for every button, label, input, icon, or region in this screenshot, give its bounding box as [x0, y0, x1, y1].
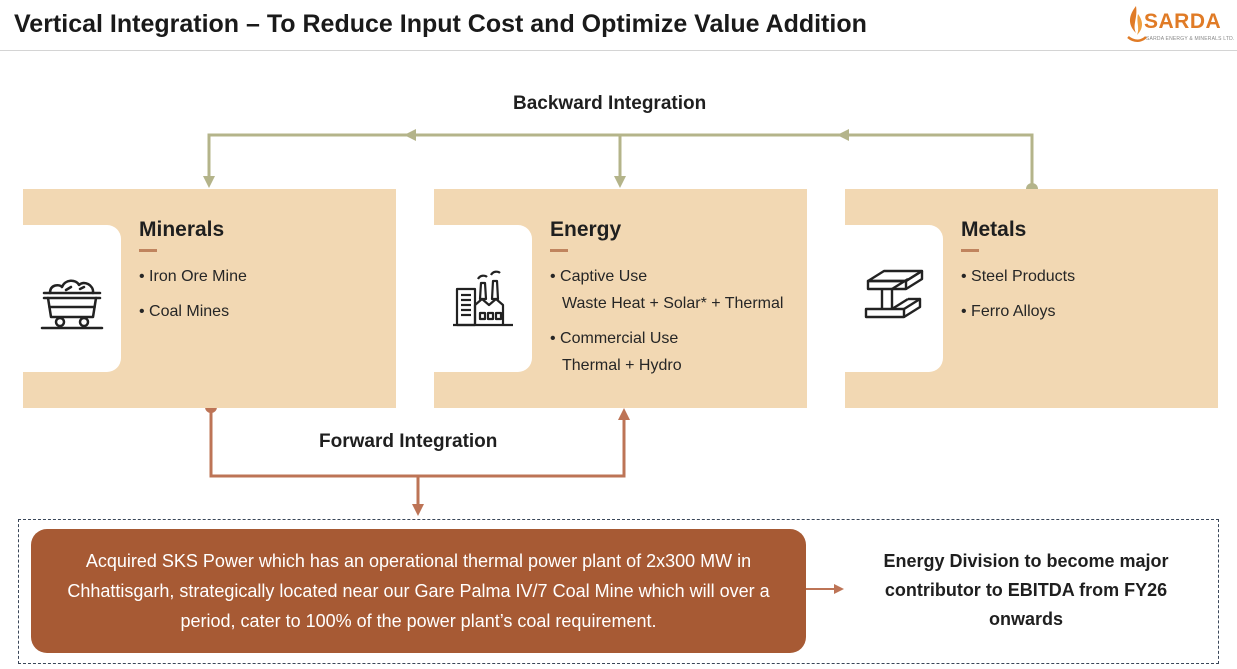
mine-cart-icon [40, 279, 104, 329]
backward-integration-arrows [207, 133, 1034, 189]
header-divider [0, 50, 1237, 51]
minerals-icon-box [23, 225, 121, 372]
energy-icon-box [434, 225, 532, 372]
minerals-title: Minerals [139, 218, 225, 241]
factory-icon [453, 270, 513, 326]
metals-title-underline [961, 249, 979, 252]
list-item: • Coal Mines [139, 303, 230, 320]
item-text: Coal Mines [149, 303, 230, 320]
energy-card: Energy • Captive Use Waste Heat + Solar* … [434, 189, 807, 408]
acquisition-box: Acquired SKS Power which has an operatio… [31, 529, 806, 653]
item-text: Steel Products [971, 268, 1076, 285]
energy-title: Energy [550, 218, 622, 241]
flame-icon [1127, 6, 1147, 42]
item-subtext: Thermal + Hydro [562, 357, 682, 374]
list-item: • Iron Ore Mine [139, 268, 247, 285]
item-text: Ferro Alloys [971, 303, 1056, 320]
item-text: Commercial Use [560, 330, 679, 347]
item-text: Captive Use [560, 268, 648, 285]
list-item: • Ferro Alloys [961, 303, 1056, 320]
metals-icon-box [845, 225, 943, 372]
logo-subtext: SARDA ENERGY & MINERALS LTD. [1146, 36, 1235, 42]
page-title: Vertical Integration – To Reduce Input C… [14, 10, 867, 38]
list-item: • Captive Use Waste Heat + Solar* + Therm… [550, 263, 783, 317]
forward-integration-label: Forward Integration [319, 431, 498, 452]
list-item: • Steel Products [961, 268, 1076, 285]
metals-item-list: • Steel Products • Ferro Alloys [961, 263, 1075, 333]
energy-title-underline [550, 249, 568, 252]
list-item: • Commercial Use Thermal + Hydro [550, 325, 783, 379]
minerals-card: Minerals • Iron Ore Mine • Coal Mines [23, 189, 396, 408]
minerals-title-underline [139, 249, 157, 252]
bottom-dashed-panel [18, 519, 1219, 664]
metals-card: Metals • Steel Products • Ferro Alloys [845, 189, 1218, 408]
minerals-item-list: • Iron Ore Mine • Coal Mines [139, 263, 247, 333]
acquisition-text: Acquired SKS Power which has an operatio… [67, 551, 770, 631]
steel-beam-icon [864, 269, 924, 318]
forward-integration-arrows [209, 407, 836, 590]
company-logo: SARDA SARDA ENERGY & MINERALS LTD. [1124, 4, 1235, 48]
outcome-text: Energy Division to become major contribu… [883, 551, 1169, 629]
logo-text: SARDA [1144, 10, 1222, 33]
energy-item-list: • Captive Use Waste Heat + Solar* + Therm… [550, 263, 783, 387]
item-subtext: Waste Heat + Solar* + Thermal [562, 295, 784, 312]
backward-integration-label: Backward Integration [513, 93, 707, 114]
metals-title: Metals [961, 218, 1027, 241]
item-text: Iron Ore Mine [149, 268, 247, 285]
